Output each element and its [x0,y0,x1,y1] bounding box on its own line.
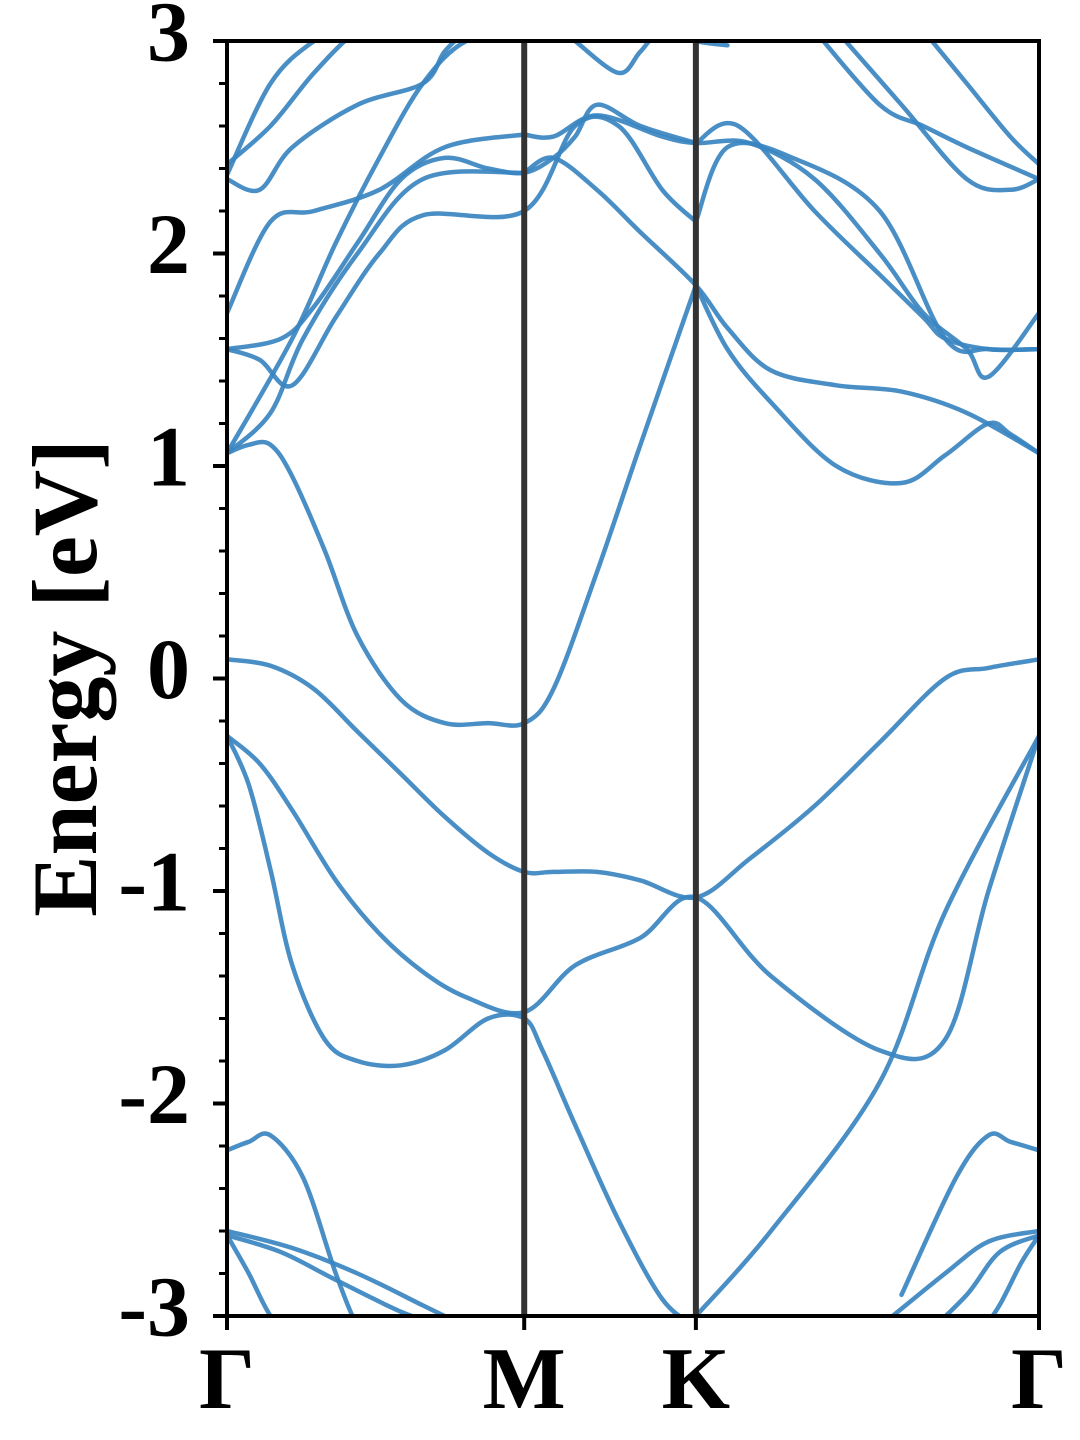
band-line-26 [227,1233,419,1316]
band-line-16 [227,41,458,194]
y-axis-label: Energy [eV] [14,439,116,917]
band-line-27 [227,1233,274,1316]
y-tick-label-1: -3 [118,1259,190,1355]
band-line-5 [227,283,699,728]
band-line-25 [227,1228,450,1316]
band-line-9 [521,155,1039,456]
x-tick-label-1: Γ [199,1331,255,1428]
x-tick-label-3: K [662,1331,730,1428]
band-line-24 [899,1131,1039,1298]
band-line-21 [842,41,1039,193]
band-line-3 [227,733,684,1316]
band-line-17 [227,41,349,167]
plot-frame [225,39,1041,1318]
high-symmetry-dividers [521,41,699,1316]
y-tick-label-4: 0 [147,621,190,717]
x-tick-label-2: M [483,1331,566,1428]
band-line-14 [227,132,527,316]
band-line-11 [693,140,1039,355]
band-lines [227,41,1039,1316]
band-line-19 [572,41,730,76]
band-line-4 [693,733,1039,1316]
band-line-10 [227,114,699,389]
band-line-22 [929,41,1039,167]
band-line-15 [521,113,1039,380]
band-line-30 [989,1233,1039,1316]
y-tick-label-5: 1 [147,409,190,505]
band-line-13 [693,121,1039,353]
band-line-23 [227,1131,355,1316]
band-line-1 [227,657,1039,901]
band-line-28 [889,1228,1039,1316]
band-line-6 [693,283,1039,486]
band-line-18 [227,41,319,178]
y-tick-label-2: -2 [118,1046,190,1142]
band-line-12 [227,102,699,352]
x-tick-label-4: Γ [1011,1331,1067,1428]
band-line-29 [942,1233,1039,1316]
band-line-20 [820,41,1039,182]
y-tick-label-6: 2 [147,196,190,292]
y-tick-label-7: 3 [147,0,190,80]
band-line-7 [227,41,473,456]
y-axis-ticks: -3 -2 -1 0 1 2 3 [118,0,227,1355]
band-line-8 [227,169,527,456]
y-tick-label-3: -1 [118,834,190,930]
band-line-2 [227,733,1039,1062]
